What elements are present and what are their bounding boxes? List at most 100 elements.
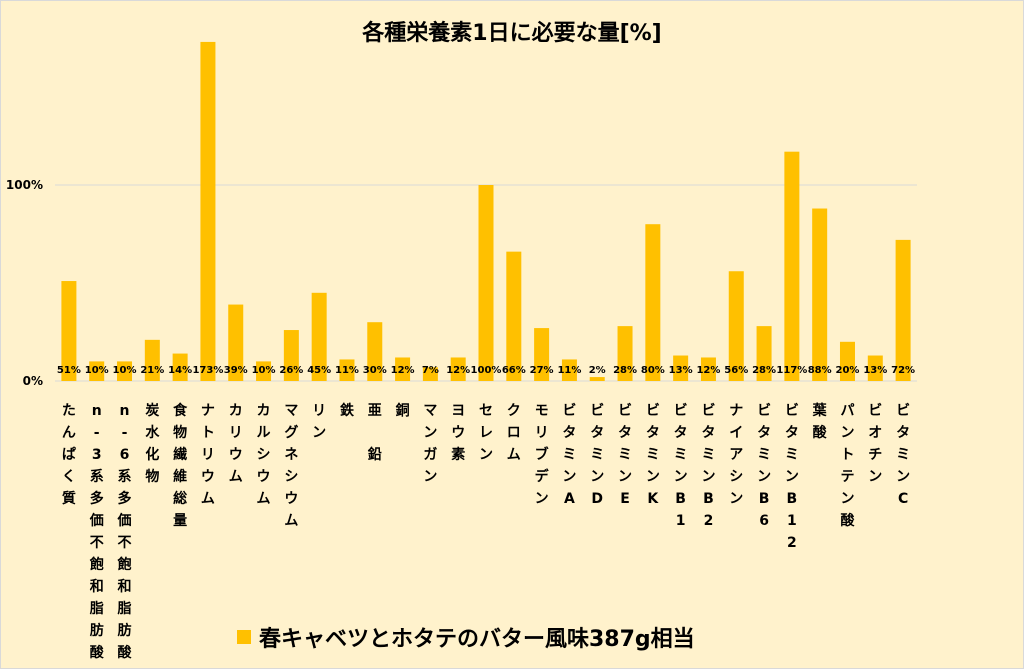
bar xyxy=(339,359,355,381)
legend-label: 春キャベツとホタテのバター風味387g相当 xyxy=(259,627,695,652)
data-label: 56% xyxy=(724,365,748,376)
x-tick-label: ナイアシン xyxy=(729,403,743,507)
data-label: 173% xyxy=(192,365,223,376)
x-tick-label: ビタミン B 2 xyxy=(701,403,715,529)
data-label: 12% xyxy=(391,365,415,376)
x-tick-label: ナトリウム xyxy=(201,403,215,507)
x-tick-label: ビオチン xyxy=(868,403,882,485)
data-label: 13% xyxy=(863,365,887,376)
x-tick-label: モリブデン xyxy=(535,403,550,507)
bar xyxy=(61,281,77,381)
data-label: 10% xyxy=(113,365,137,376)
data-label: 39% xyxy=(224,365,248,376)
bar xyxy=(395,357,411,381)
bar xyxy=(700,357,716,381)
x-tick-label: ビタミン C xyxy=(896,403,910,507)
data-label: 100% xyxy=(471,365,502,376)
bar xyxy=(89,361,105,381)
bar xyxy=(311,292,327,381)
x-tick-label: パントテン酸 xyxy=(840,403,855,529)
x-tick-label: マグネシウム xyxy=(284,403,298,529)
bar xyxy=(895,239,911,381)
data-label: 51% xyxy=(57,365,81,376)
data-label: 2% xyxy=(589,365,606,376)
bar xyxy=(645,224,661,381)
x-tick-label: リン xyxy=(312,403,326,441)
x-tick-label: クロム xyxy=(507,403,521,463)
x-tick-label: ヨウ素 xyxy=(451,403,465,463)
data-label: 88% xyxy=(808,365,832,376)
bar xyxy=(673,355,689,381)
bar xyxy=(200,41,216,382)
data-label: 13% xyxy=(669,365,693,376)
bar xyxy=(172,353,188,381)
x-tick-label: ビタミン A xyxy=(562,403,576,507)
bar xyxy=(367,322,383,381)
x-tick-label: 葉酸 xyxy=(812,402,828,441)
bar xyxy=(283,330,299,381)
x-tick-label: 銅 xyxy=(396,402,410,419)
x-tick-label: たんぱく質 xyxy=(62,403,76,507)
bar xyxy=(589,377,605,381)
x-tick-label: ビタミン B 1 2 xyxy=(785,403,799,551)
x-tick-label: 亜 鉛 xyxy=(368,403,382,463)
bar xyxy=(422,367,438,381)
x-tick-label: 食物繊維総量 xyxy=(173,402,188,529)
x-tick-label: ビタミン K xyxy=(646,403,660,507)
data-label: 10% xyxy=(252,365,276,376)
data-label: 28% xyxy=(752,365,776,376)
bar xyxy=(478,185,494,381)
y-tick-label: 100% xyxy=(6,178,43,192)
x-tick-label: セレン xyxy=(479,403,493,463)
data-label: 27% xyxy=(530,365,554,376)
data-label: 14% xyxy=(168,365,192,376)
bar xyxy=(561,359,577,381)
data-label: 21% xyxy=(140,365,164,376)
data-label: 12% xyxy=(696,365,720,376)
x-tick-label: ビタミン B 6 xyxy=(757,403,771,529)
data-label: 30% xyxy=(363,365,387,376)
legend: 春キャベツとホタテのバター風味387g相当 xyxy=(237,621,695,653)
data-label: 12% xyxy=(446,365,470,376)
x-tick-label: ビタミン D xyxy=(590,403,604,507)
bar xyxy=(506,251,522,381)
data-label: 26% xyxy=(279,365,303,376)
data-label: 72% xyxy=(891,365,915,376)
chart-title: 各種栄養素1日に必要な量[%] xyxy=(362,21,662,46)
x-tick-label: n -6 系多価不飽和脂肪酸 xyxy=(117,403,133,661)
legend-swatch xyxy=(237,630,251,644)
data-label: 20% xyxy=(836,365,860,376)
bar xyxy=(534,328,550,381)
data-label: 11% xyxy=(335,365,359,376)
data-label: 11% xyxy=(557,365,581,376)
y-tick-label: 0% xyxy=(23,374,43,388)
x-tick-label: カルシウム xyxy=(257,403,271,507)
bar xyxy=(228,304,244,381)
bar xyxy=(256,361,272,381)
x-tick-label: ビタミン E xyxy=(618,403,632,507)
x-tick-label: ビタミン B 1 xyxy=(674,403,688,529)
bar xyxy=(728,271,744,381)
bar xyxy=(617,326,633,381)
data-label: 7% xyxy=(422,365,439,376)
bar xyxy=(839,341,855,381)
x-tick-label: 炭水化物 xyxy=(145,402,160,485)
data-label: 45% xyxy=(307,365,331,376)
bar xyxy=(144,339,160,381)
x-tick-label: マンガン xyxy=(423,403,437,485)
data-label: 117% xyxy=(776,365,807,376)
x-tick-label: n -3 系多価不飽和脂肪酸 xyxy=(89,403,105,661)
data-label: 80% xyxy=(641,365,665,376)
bar xyxy=(812,208,828,381)
x-tick-label: カリウム xyxy=(229,403,243,485)
data-label: 10% xyxy=(85,365,109,376)
x-tick-label: 鉄 xyxy=(340,402,355,419)
data-label: 66% xyxy=(502,365,526,376)
bar xyxy=(784,151,800,381)
bar xyxy=(450,357,466,381)
data-label: 28% xyxy=(613,365,637,376)
bar xyxy=(867,355,883,381)
bar xyxy=(117,361,133,381)
